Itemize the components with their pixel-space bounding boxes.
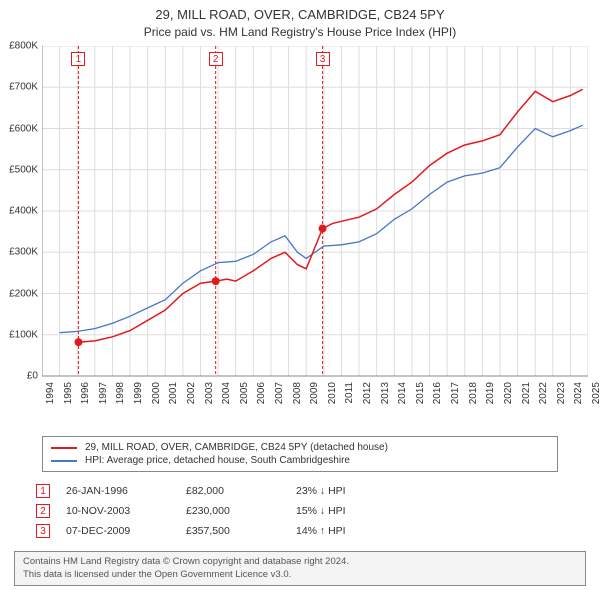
event-marker: 2 <box>209 52 223 66</box>
event-number-box: 1 <box>36 484 50 498</box>
x-tick-label: 2001 <box>168 382 179 404</box>
x-tick-label: 2016 <box>432 382 443 404</box>
x-tick-label: 2010 <box>327 382 338 404</box>
event-date: 10-NOV-2003 <box>66 505 186 517</box>
x-tick-label: 2023 <box>556 382 567 404</box>
x-tick-label: 2022 <box>538 382 549 404</box>
event-price: £230,000 <box>186 505 296 517</box>
page-subtitle: Price paid vs. HM Land Registry's House … <box>0 24 600 41</box>
x-tick-label: 2009 <box>309 382 320 404</box>
event-number-box: 3 <box>36 524 50 538</box>
event-row: 1 26-JAN-1996£82,00023% ↓ HPI <box>36 484 416 498</box>
legend-row: 29, MILL ROAD, OVER, CAMBRIDGE, CB24 5PY… <box>51 441 549 454</box>
event-row: 2 10-NOV-2003£230,00015% ↓ HPI <box>36 504 416 518</box>
x-tick-label: 2025 <box>591 382 600 404</box>
legend-label: HPI: Average price, detached house, Sout… <box>85 455 350 466</box>
event-number-box: 2 <box>36 504 50 518</box>
legend-row: HPI: Average price, detached house, Sout… <box>51 454 549 467</box>
x-tick-label: 1997 <box>98 382 109 404</box>
y-tick-label: £800K <box>0 41 38 52</box>
chart-area: £0£100K£200K£300K£400K£500K£600K£700K£80… <box>0 46 600 430</box>
footer-line: Contains HM Land Registry data © Crown c… <box>23 556 577 568</box>
x-tick-label: 2012 <box>362 382 373 404</box>
x-tick-label: 1998 <box>115 382 126 404</box>
event-price: £82,000 <box>186 485 296 497</box>
event-marker: 1 <box>71 52 85 66</box>
x-tick-label: 2005 <box>239 382 250 404</box>
x-tick-label: 2006 <box>256 382 267 404</box>
footer-line: This data is licensed under the Open Gov… <box>23 569 577 581</box>
x-tick-label: 2007 <box>274 382 285 404</box>
event-relative: 15% ↓ HPI <box>296 505 416 517</box>
x-tick-label: 2011 <box>344 382 355 404</box>
legend-label: 29, MILL ROAD, OVER, CAMBRIDGE, CB24 5PY… <box>85 442 388 453</box>
x-tick-label: 2013 <box>380 382 391 404</box>
y-tick-label: £500K <box>0 164 38 175</box>
x-tick-label: 2003 <box>204 382 215 404</box>
y-tick-label: £600K <box>0 123 38 134</box>
x-tick-label: 2024 <box>573 382 584 404</box>
event-marker: 3 <box>316 52 330 66</box>
x-tick-label: 1995 <box>63 382 74 404</box>
legend-swatch <box>51 460 77 462</box>
x-tick-label: 2004 <box>221 382 232 404</box>
x-tick-label: 1994 <box>45 382 56 404</box>
y-tick-label: £700K <box>0 82 38 93</box>
line-chart <box>42 46 588 430</box>
x-tick-label: 2020 <box>503 382 514 404</box>
event-relative: 14% ↑ HPI <box>296 525 416 537</box>
x-tick-label: 2019 <box>485 382 496 404</box>
x-tick-label: 1999 <box>133 382 144 404</box>
event-row: 3 07-DEC-2009£357,50014% ↑ HPI <box>36 524 416 538</box>
event-relative: 23% ↓ HPI <box>296 485 416 497</box>
page-title: 29, MILL ROAD, OVER, CAMBRIDGE, CB24 5PY <box>0 6 600 24</box>
y-tick-label: £100K <box>0 329 38 340</box>
y-tick-label: £200K <box>0 288 38 299</box>
x-tick-label: 2015 <box>415 382 426 404</box>
y-tick-label: £300K <box>0 247 38 258</box>
event-date: 07-DEC-2009 <box>66 525 186 537</box>
x-tick-label: 2008 <box>292 382 303 404</box>
y-tick-label: £400K <box>0 206 38 217</box>
x-tick-label: 1996 <box>80 382 91 404</box>
x-tick-label: 2021 <box>521 382 532 404</box>
event-date: 26-JAN-1996 <box>66 485 186 497</box>
x-tick-label: 2017 <box>450 382 461 404</box>
footer-attribution: Contains HM Land Registry data © Crown c… <box>14 551 586 586</box>
legend-swatch <box>51 447 77 449</box>
x-tick-label: 2018 <box>468 382 479 404</box>
event-table: 1 26-JAN-1996£82,00023% ↓ HPI 2 10-NOV-2003… <box>36 478 416 544</box>
y-tick-label: £0 <box>0 371 38 382</box>
x-tick-label: 2014 <box>397 382 408 404</box>
event-price: £357,500 <box>186 525 296 537</box>
legend: 29, MILL ROAD, OVER, CAMBRIDGE, CB24 5PY… <box>42 436 558 472</box>
x-tick-label: 2000 <box>151 382 162 404</box>
x-tick-label: 2002 <box>186 382 197 404</box>
